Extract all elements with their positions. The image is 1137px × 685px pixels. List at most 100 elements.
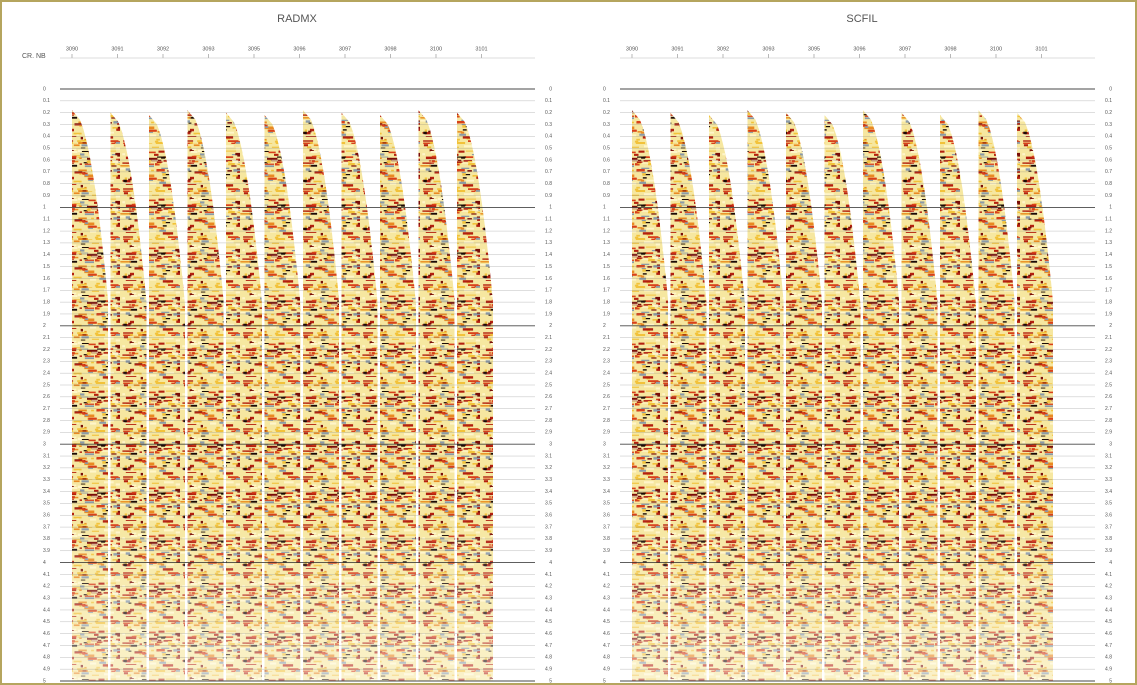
time-label: 4.9 xyxy=(1105,666,1112,672)
panel-title: SCFIL xyxy=(846,13,877,25)
time-label: 1.2 xyxy=(1105,228,1112,234)
time-label: 3.7 xyxy=(603,524,610,530)
time-label: 1.5 xyxy=(1105,264,1112,270)
time-label: 4 xyxy=(603,560,606,566)
time-label: 0.8 xyxy=(545,181,552,187)
time-label: 2 xyxy=(1109,323,1112,329)
time-label: 0.7 xyxy=(43,169,50,175)
time-label: 3 xyxy=(1109,442,1112,448)
time-label: 0.4 xyxy=(603,134,610,140)
time-label: 1.4 xyxy=(1105,252,1112,258)
time-label: 0.6 xyxy=(603,157,610,163)
time-label: 4.6 xyxy=(545,631,552,637)
time-label: 2.3 xyxy=(43,359,50,365)
time-label: 0.5 xyxy=(1105,146,1112,152)
time-label: 3.1 xyxy=(43,453,50,459)
time-label: 2.5 xyxy=(1105,382,1112,388)
time-label: 3.5 xyxy=(1105,501,1112,507)
time-label: 2.1 xyxy=(603,335,610,341)
time-label: 4.4 xyxy=(43,607,50,613)
time-label: 1.5 xyxy=(603,264,610,270)
time-label: 3.3 xyxy=(545,477,552,483)
time-label: 2.9 xyxy=(545,430,552,436)
time-label: 1.3 xyxy=(545,240,552,246)
time-label: 4.3 xyxy=(1105,595,1112,601)
time-label: 1 xyxy=(1109,205,1112,211)
time-label: 4.4 xyxy=(545,607,552,613)
time-label: 3.2 xyxy=(545,465,552,471)
time-label: 0.3 xyxy=(1105,122,1112,128)
time-label: 4.2 xyxy=(43,584,50,590)
time-label: 3.6 xyxy=(545,513,552,519)
time-label: 3.6 xyxy=(1105,513,1112,519)
time-label: 4.1 xyxy=(43,572,50,578)
time-label: 4.6 xyxy=(603,631,610,637)
time-label: 4.8 xyxy=(545,655,552,661)
time-label: 1.8 xyxy=(1105,299,1112,305)
trace-label: 3090 xyxy=(66,46,78,52)
time-label: 4.1 xyxy=(603,572,610,578)
time-label: 0.5 xyxy=(43,146,50,152)
time-label: 2 xyxy=(549,323,552,329)
time-label: 0.7 xyxy=(603,169,610,175)
time-label: 4.7 xyxy=(1105,643,1112,649)
time-label: 3.2 xyxy=(603,465,610,471)
time-label: 1.7 xyxy=(1105,288,1112,294)
time-label: 3.4 xyxy=(603,489,610,495)
time-label: 2.7 xyxy=(603,406,610,412)
time-label: 2.1 xyxy=(1105,335,1112,341)
time-label: 4.3 xyxy=(545,595,552,601)
time-label: 1.8 xyxy=(603,299,610,305)
time-label: 4.5 xyxy=(43,619,50,625)
time-label: 3.2 xyxy=(1105,465,1112,471)
time-label: 2.4 xyxy=(545,370,552,376)
time-label: 4.5 xyxy=(545,619,552,625)
time-label: 3.8 xyxy=(1105,536,1112,542)
trace-label: 3097 xyxy=(899,46,911,52)
time-label: 0.3 xyxy=(603,122,610,128)
time-label: 0.7 xyxy=(545,169,552,175)
time-label: 4.1 xyxy=(1105,572,1112,578)
time-label: 1.9 xyxy=(603,311,610,317)
time-label: 4.8 xyxy=(603,655,610,661)
time-label: 3.9 xyxy=(545,548,552,554)
time-label: 1.9 xyxy=(1105,311,1112,317)
time-label: 3.8 xyxy=(545,536,552,542)
time-label: 0.8 xyxy=(1105,181,1112,187)
time-label: 1.3 xyxy=(603,240,610,246)
time-label: 5 xyxy=(43,678,46,684)
time-label: 3.7 xyxy=(545,524,552,530)
time-label: 0 xyxy=(43,86,46,92)
time-label: 0.3 xyxy=(43,122,50,128)
time-label: 1 xyxy=(43,205,46,211)
time-label: 4.9 xyxy=(43,666,50,672)
time-label: 3.6 xyxy=(43,513,50,519)
time-label: 3.8 xyxy=(603,536,610,542)
trace-label: 3095 xyxy=(808,46,820,52)
time-label: 5 xyxy=(603,678,606,684)
time-label: 1.1 xyxy=(43,217,50,223)
time-label: 2.6 xyxy=(1105,394,1112,400)
time-label: 2.4 xyxy=(1105,370,1112,376)
time-label: 1.1 xyxy=(1105,217,1112,223)
time-label: 4.8 xyxy=(1105,655,1112,661)
time-label: 1.3 xyxy=(43,240,50,246)
time-label: 3.5 xyxy=(545,501,552,507)
time-label: 3.1 xyxy=(545,453,552,459)
time-label: 3.2 xyxy=(43,465,50,471)
trace-label: 3100 xyxy=(990,46,1002,52)
time-label: 0.9 xyxy=(545,193,552,199)
time-label: 0 xyxy=(603,86,606,92)
trace-label: 3101 xyxy=(475,46,487,52)
time-label: 0.8 xyxy=(43,181,50,187)
time-label: 4.3 xyxy=(43,595,50,601)
time-label: 0.9 xyxy=(603,193,610,199)
time-label: 3.5 xyxy=(603,501,610,507)
time-label: 1.6 xyxy=(1105,276,1112,282)
time-label: 2.9 xyxy=(603,430,610,436)
time-label: 3.1 xyxy=(1105,453,1112,459)
time-label: 3.4 xyxy=(545,489,552,495)
time-label: 4.4 xyxy=(1105,607,1112,613)
